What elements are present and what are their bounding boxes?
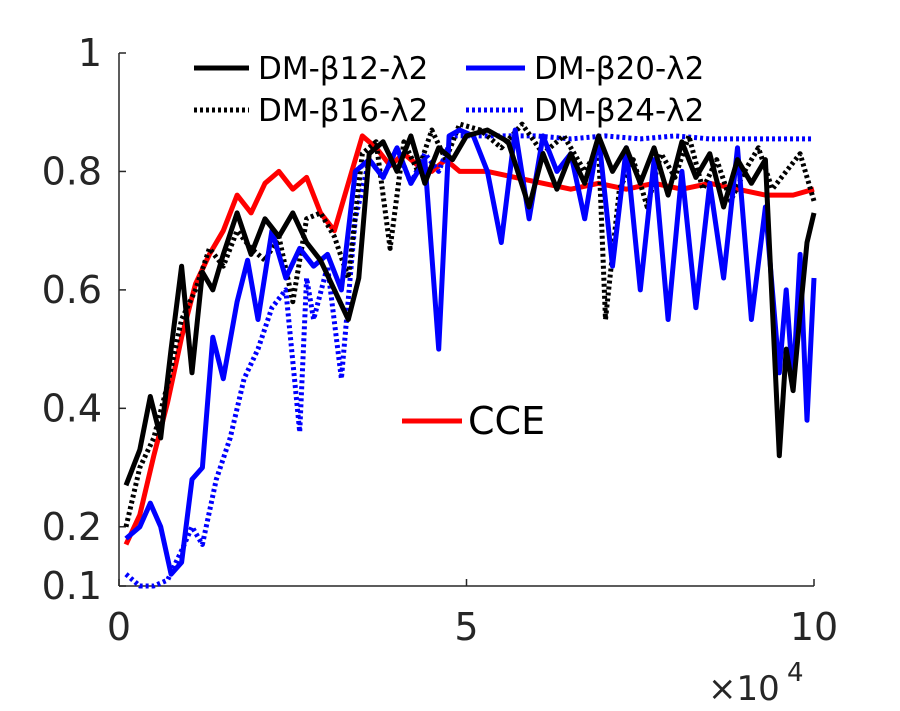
x-multiplier-base: ×10 [708, 669, 780, 709]
x-multiplier: ×10 4 [708, 658, 804, 709]
series-line-dm-24-2 [124, 133, 814, 589]
axis-tick-labels: 0 5 10 0.1 0.2 0.4 0.6 0.8 1 [42, 31, 839, 649]
series-line-dm-20-2 [124, 127, 817, 577]
y-tick-label: 1 [78, 31, 102, 75]
series-line-dm-12-2 [123, 127, 817, 487]
legend-label-dm-b24: DM-β24-λ2 [534, 93, 704, 129]
legend-label-dm-b16: DM-β16-λ2 [258, 93, 428, 129]
y-tick-label: 0.1 [42, 564, 102, 608]
x-tick-label: 5 [454, 605, 478, 649]
y-tick-label: 0.4 [42, 386, 102, 430]
y-tick-label: 0.6 [42, 268, 102, 312]
legend-label-dm-b12: DM-β12-λ2 [258, 51, 428, 87]
x-tick-label: 10 [790, 605, 838, 649]
series-layer [123, 121, 817, 589]
y-tick-label: 0.8 [42, 149, 102, 193]
legend-label-dm-b20: DM-β20-λ2 [534, 51, 704, 87]
x-multiplier-exponent: 4 [787, 658, 804, 688]
axis-ticks [118, 52, 815, 587]
x-tick-label: 0 [107, 605, 131, 649]
cce-annotation-label: CCE [468, 399, 545, 443]
cce-annotation: CCE [402, 399, 545, 443]
y-tick-label: 0.2 [42, 505, 102, 549]
legend: DM-β12-λ2 DM-β20-λ2 DM-β16-λ2 DM-β24-λ2 [194, 51, 704, 129]
